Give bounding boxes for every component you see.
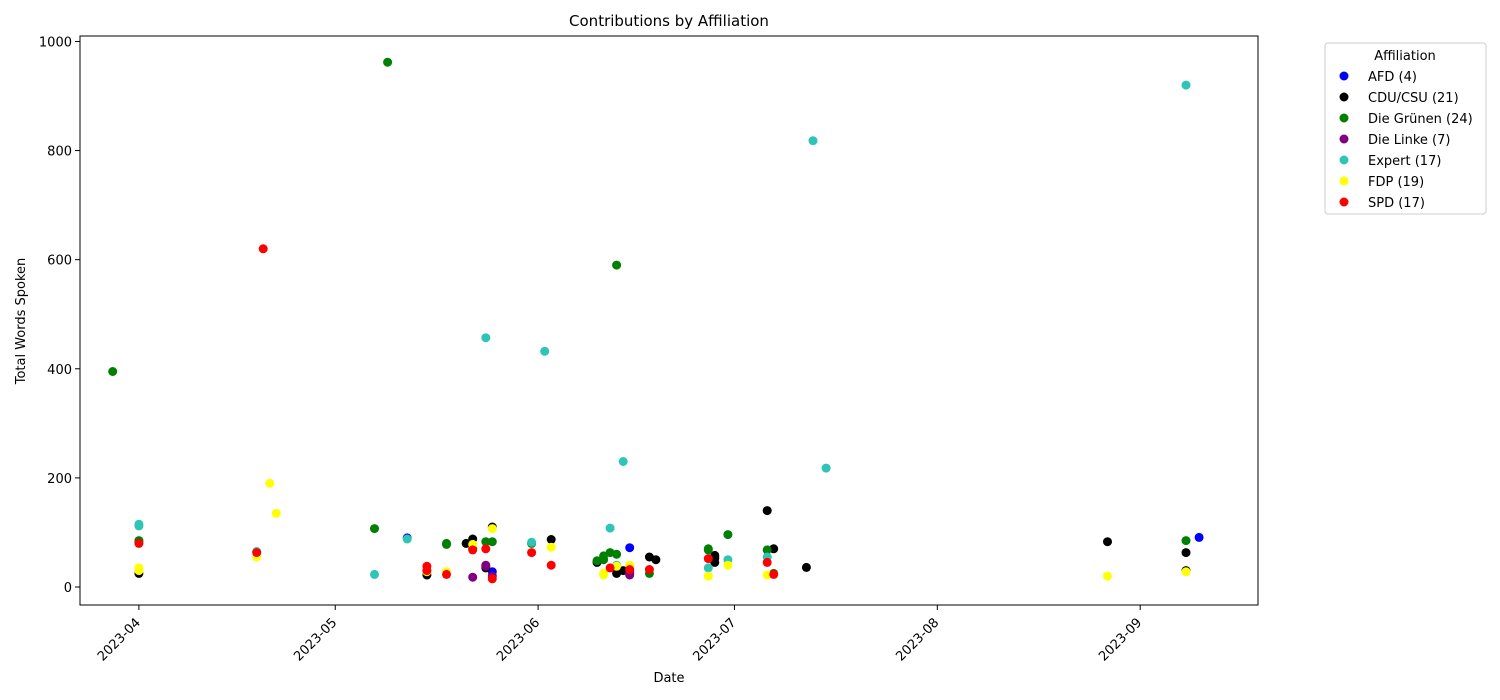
data-point xyxy=(710,557,720,567)
data-point xyxy=(442,538,451,548)
legend-entry: Die Linke (7) xyxy=(1368,133,1450,148)
y-tick-label: 0 xyxy=(64,581,72,596)
y-tick-label: 800 xyxy=(47,145,72,160)
data-point xyxy=(481,333,491,343)
data-point xyxy=(769,569,779,579)
data-point xyxy=(605,523,615,533)
data-point xyxy=(487,537,497,547)
data-point xyxy=(1181,548,1191,558)
y-tick-label: 200 xyxy=(47,472,72,487)
data-point xyxy=(1181,80,1191,90)
data-point xyxy=(723,560,733,570)
data-point xyxy=(546,560,556,570)
legend-box xyxy=(1324,42,1487,215)
data-point xyxy=(540,346,550,356)
legend-marker xyxy=(1339,113,1349,123)
data-point xyxy=(599,555,609,565)
data-point xyxy=(605,563,615,573)
data-point xyxy=(612,549,622,559)
data-point xyxy=(625,565,635,574)
legend-marker xyxy=(1339,176,1349,186)
legend-marker xyxy=(1339,71,1349,81)
data-point xyxy=(370,569,379,579)
data-point xyxy=(762,545,772,555)
plot-frame xyxy=(79,35,1259,606)
data-point xyxy=(703,563,713,573)
legend-entry: Expert (17) xyxy=(1368,154,1441,169)
data-point xyxy=(723,530,733,540)
data-point xyxy=(618,457,628,466)
data-point xyxy=(1103,537,1112,547)
data-point xyxy=(265,478,275,488)
data-point xyxy=(625,543,635,553)
data-point xyxy=(801,562,811,572)
data-point xyxy=(703,571,713,581)
legend-marker xyxy=(1339,134,1349,144)
data-point xyxy=(461,538,471,548)
data-point xyxy=(527,548,537,558)
data-point xyxy=(703,545,713,555)
data-point xyxy=(821,463,831,473)
legend-entry: AFD (4) xyxy=(1368,70,1417,85)
data-point xyxy=(383,57,393,67)
data-point xyxy=(442,569,451,579)
series-5 xyxy=(134,478,1191,581)
legend-title: Affiliation xyxy=(1374,49,1436,64)
legend-marker xyxy=(1339,197,1349,207)
legend-entry: FDP (19) xyxy=(1368,175,1424,190)
data-point xyxy=(258,244,268,254)
data-point xyxy=(271,508,281,518)
data-point xyxy=(134,538,144,548)
data-point xyxy=(1194,532,1204,542)
series-6 xyxy=(134,244,779,584)
x-axis-label: Date xyxy=(653,671,684,686)
data-point xyxy=(762,570,772,580)
data-point xyxy=(252,548,262,558)
data-point xyxy=(1181,567,1191,577)
legend-marker xyxy=(1339,155,1349,165)
legend-entry: SPD (17) xyxy=(1368,196,1425,211)
y-tick-label: 400 xyxy=(47,363,72,378)
legend-entry: CDU/CSU (21) xyxy=(1368,91,1459,106)
data-point xyxy=(481,544,491,554)
data-point xyxy=(370,524,379,534)
data-point xyxy=(422,566,432,576)
y-axis-label: Total Words Spoken xyxy=(14,258,29,386)
data-point xyxy=(762,557,772,567)
data-point xyxy=(651,555,661,565)
data-point xyxy=(134,521,144,531)
data-point xyxy=(527,537,537,547)
data-point xyxy=(487,524,497,534)
legend-entry: Die Grünen (24) xyxy=(1368,112,1473,127)
data-point xyxy=(612,260,622,270)
data-point xyxy=(402,534,412,544)
data-point xyxy=(481,561,491,571)
data-point xyxy=(762,506,772,516)
chart-title: Contributions by Affiliation xyxy=(569,12,769,30)
data-point xyxy=(108,367,118,376)
data-point xyxy=(481,537,491,547)
data-point xyxy=(1103,571,1112,581)
data-point xyxy=(487,574,497,584)
data-point xyxy=(134,566,144,576)
data-point xyxy=(599,568,609,578)
y-tick-label: 600 xyxy=(47,254,72,269)
data-point xyxy=(546,542,556,552)
data-point xyxy=(1181,536,1191,546)
data-point xyxy=(546,535,556,544)
data-point xyxy=(468,545,478,555)
legend-marker xyxy=(1339,92,1349,102)
data-point xyxy=(808,136,818,146)
data-point xyxy=(703,554,713,564)
legend: Affiliation AFD (4) CDU/CSU (21) Die Grüne… xyxy=(1324,42,1487,215)
data-point xyxy=(644,565,654,574)
plot-area xyxy=(108,57,1204,584)
y-tick-label: 1000 xyxy=(39,35,72,50)
data-point xyxy=(468,572,478,582)
